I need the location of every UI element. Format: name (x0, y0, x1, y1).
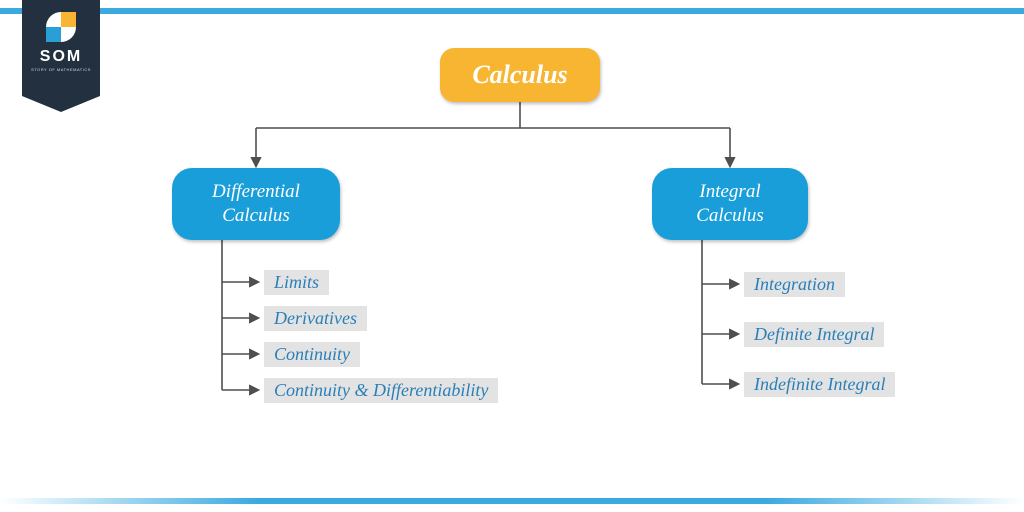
leaf-diff-0: Limits (264, 270, 329, 295)
logo-subtitle: STORY OF MATHEMATICS (22, 67, 100, 72)
leaf-diff-1: Derivatives (264, 306, 367, 331)
logo-title: SOM (22, 48, 100, 66)
logo-icon (46, 12, 76, 42)
leaf-int-2: Indefinite Integral (744, 372, 895, 397)
leaf-diff-2: Continuity (264, 342, 360, 367)
leaf-int-1: Definite Integral (744, 322, 884, 347)
root-node: Calculus (440, 48, 600, 102)
top-accent-bar (0, 8, 1024, 14)
branch-node-int: IntegralCalculus (652, 168, 808, 240)
branch-node-diff: DifferentialCalculus (172, 168, 340, 240)
leaf-int-0: Integration (744, 272, 845, 297)
logo-banner: SOM STORY OF MATHEMATICS (22, 0, 100, 96)
leaf-diff-3: Continuity & Differentiability (264, 378, 498, 403)
bottom-accent-bar (0, 498, 1024, 504)
